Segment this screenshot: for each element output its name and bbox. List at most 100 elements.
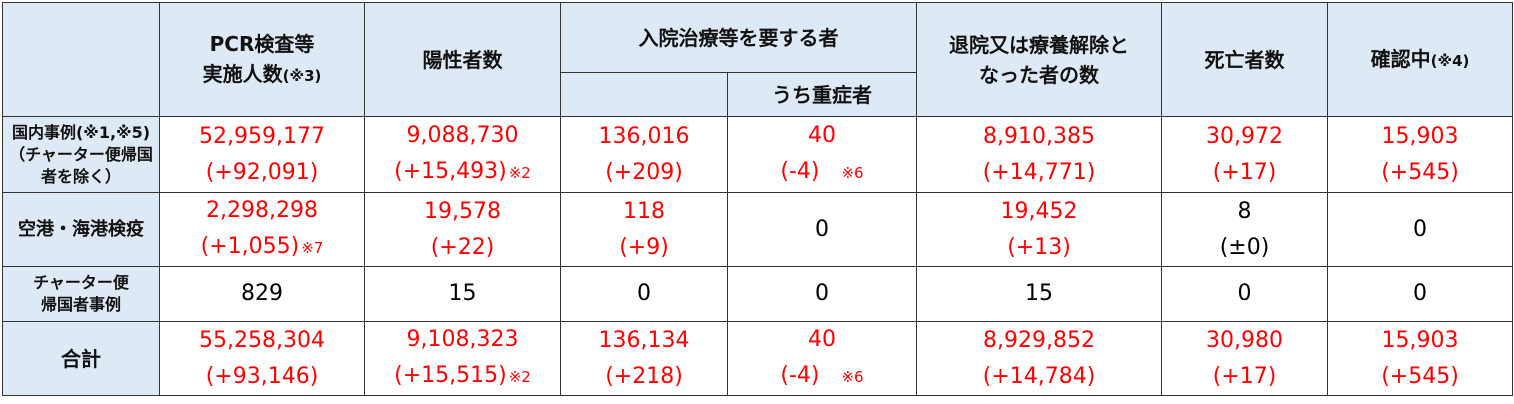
cell-change-line: (±0) [1162, 230, 1327, 266]
table-row: 空港・海港検疫 2,298,298 (+1,055) ※7 19,578 (+22) 118… [2, 192, 1513, 267]
header-deaths: 死亡者数 [1161, 2, 1328, 117]
cell-change: (-4) [780, 363, 820, 388]
cell-value: 0 [815, 281, 829, 306]
table-cell: 40 (-4) ※6 [727, 116, 917, 193]
table-cell: 136,134 (+218) [560, 321, 728, 396]
cell-value: 30,980 [1206, 327, 1283, 353]
cell-value: 118 [623, 198, 665, 224]
cell-change-line: (+1,055) ※7 [160, 229, 364, 266]
cell-change: (+14,771) [982, 159, 1096, 185]
cell-change-line: (-4) ※6 [728, 358, 916, 395]
cell-change: (+545) [1381, 159, 1459, 185]
footnote-mark: ※7 [301, 239, 324, 257]
header-hospitalized: 入院治療等を要する者 [560, 2, 917, 73]
header-discharged-line1: 退院又は療養解除と [949, 32, 1129, 57]
cell-change: (+22) [430, 234, 495, 260]
table-cell: 55,258,304 (+93,146) [159, 321, 365, 396]
cell-value: 9,108,323 [406, 327, 519, 352]
header-pcr-line1: PCR検査等 [209, 31, 315, 56]
row-label-line: 帰国者事例 [40, 295, 121, 314]
cell-change-line: (+15,493) ※2 [365, 154, 560, 191]
header-positive: 陽性者数 [364, 2, 561, 117]
row-label: 空港・海港検疫 [2, 192, 160, 267]
table-cell: 0 [560, 266, 728, 322]
cell-value: 40 [808, 123, 836, 148]
cell-value: 15 [448, 281, 477, 306]
cell-change: (-4) [780, 159, 820, 184]
table-cell: 15,903 (+545) [1327, 116, 1513, 193]
cell-value: 136,016 [598, 123, 690, 149]
cell-value: 15 [1025, 281, 1053, 306]
cell-change-line: (+93,146) [160, 359, 364, 395]
header-hospitalized-sub-blank [560, 72, 728, 117]
table-cell: 8,929,852 (+14,784) [916, 321, 1162, 396]
table-cell: 0 [1327, 266, 1513, 322]
cell-value: 0 [1413, 281, 1427, 306]
cell-change-line: (-4) ※6 [728, 154, 916, 191]
row-label-line: 合計 [61, 346, 101, 371]
table-cell: 9,108,323 (+15,515) ※2 [364, 321, 561, 396]
row-label-line: チャーター便 [33, 273, 129, 292]
table-cell: 40 (-4) ※6 [727, 321, 917, 396]
cell-value: 30,972 [1206, 123, 1283, 149]
corner-header [2, 2, 160, 117]
cell-value: 15,903 [1381, 327, 1459, 353]
cell-change: (+13) [1007, 234, 1071, 260]
table-row: チャーター便 帰国者事例 829 15 0 0 15 0 0 [2, 266, 1513, 322]
table-cell: 52,959,177 (+92,091) [159, 116, 365, 193]
row-label: チャーター便 帰国者事例 [2, 266, 160, 322]
cell-change: (±0) [1219, 234, 1270, 260]
footnote-mark: ※2 [508, 368, 531, 386]
cell-change-line: (+209) [561, 155, 727, 191]
cell-value: 136,134 [598, 327, 690, 353]
row-label: 合計 [2, 321, 160, 396]
cell-change-line: (+17) [1162, 155, 1327, 191]
table-cell: 8,910,385 (+14,771) [916, 116, 1162, 193]
header-confirming-label: 確認中 [1370, 46, 1431, 71]
cell-value: 0 [1237, 281, 1252, 306]
table-cell: 30,972 (+17) [1161, 116, 1328, 193]
table-cell: 0 [727, 266, 917, 322]
row-label: 国内事例(※1,※5) （チャーター便帰国 者を除く） [2, 116, 160, 193]
header-severe: うち重症者 [727, 72, 917, 117]
header-pcr-tests: PCR検査等 実施人数(※3) [159, 2, 365, 117]
cell-change-line: (+15,515) ※2 [365, 358, 560, 395]
table-cell: 30,980 (+17) [1161, 321, 1328, 396]
header-pcr-note: (※3) [282, 66, 322, 85]
table-cell: 2,298,298 (+1,055) ※7 [159, 192, 365, 267]
cell-change-line: (+9) [561, 230, 727, 266]
cell-change: (+15,515) [394, 363, 507, 388]
cell-change: (+209) [605, 159, 683, 185]
cell-value: 8 [1237, 198, 1252, 224]
cell-change: (+15,493) [394, 159, 507, 184]
cell-value: 15,903 [1381, 123, 1459, 149]
cell-change-line: (+17) [1162, 359, 1327, 395]
cell-value: 9,088,730 [406, 123, 519, 148]
cell-value: 2,298,298 [206, 198, 318, 223]
cell-change: (+92,091) [205, 159, 319, 185]
cell-value: 19,578 [424, 198, 501, 224]
table-row: 合計 55,258,304 (+93,146) 9,108,323 (+15,515) ※… [2, 321, 1513, 396]
table-cell: 0 [1161, 266, 1328, 322]
row-label-line: 空港・海港検疫 [18, 218, 144, 240]
cell-value: 0 [815, 216, 829, 242]
table-cell: 19,452 (+13) [916, 192, 1162, 267]
table-cell: 8 (±0) [1161, 192, 1328, 267]
header-pcr-line2: 実施人数 [202, 61, 283, 86]
cell-change-line: (+545) [1328, 359, 1512, 395]
table-cell: 829 [159, 266, 365, 322]
row-label-line: 国内事例(※1,※5) [11, 122, 151, 142]
cell-change: (+14,784) [982, 363, 1096, 389]
cell-change-line: (+13) [917, 230, 1161, 266]
table-cell: 118 (+9) [560, 192, 728, 267]
cell-change: (+218) [605, 363, 683, 389]
cell-change-line: (+218) [561, 359, 727, 395]
cell-change: (+93,146) [205, 363, 319, 389]
table-cell: 0 [727, 192, 917, 267]
cell-value: 0 [1413, 216, 1427, 242]
cell-change-line: (+22) [365, 230, 560, 266]
cell-change: (+17) [1212, 159, 1277, 185]
cell-change: (+9) [619, 234, 669, 260]
table-cell: 19,578 (+22) [364, 192, 561, 267]
table-cell: 15 [916, 266, 1162, 322]
